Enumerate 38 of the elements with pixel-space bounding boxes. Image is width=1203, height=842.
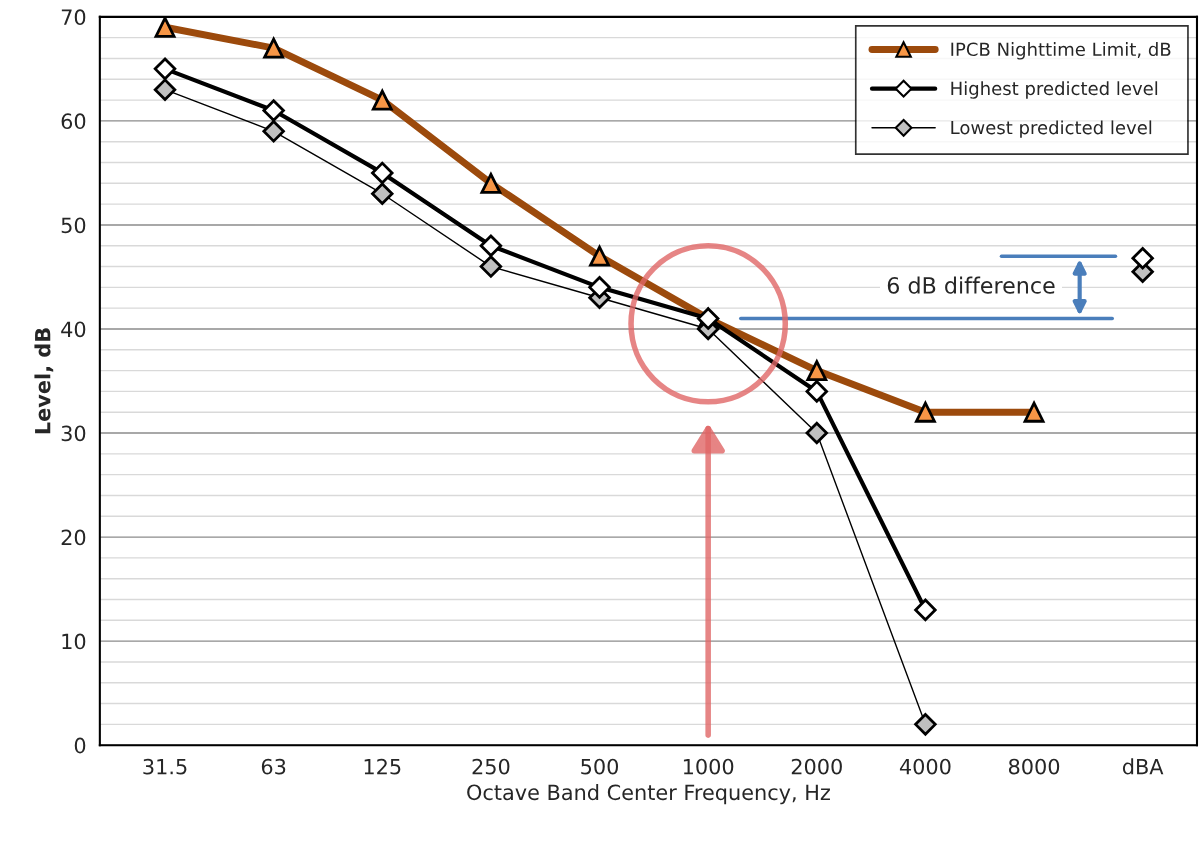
- x-tick-label: dBA: [1122, 758, 1164, 775]
- y-tick-label: 20: [61, 529, 86, 546]
- y-axis-title: Level, dB: [34, 328, 54, 434]
- annotation: 6 dB difference: [887, 276, 1055, 294]
- legend-label: Highest predicted level: [951, 81, 1158, 99]
- y-tick-label: 50: [61, 217, 86, 234]
- x-tick-label: 31.5: [143, 758, 187, 775]
- y-tick-label: 70: [61, 9, 86, 26]
- x-tick-label: 125: [364, 758, 401, 775]
- x-tick-label: 1000: [683, 758, 734, 775]
- point: [262, 99, 285, 122]
- y-tick-label: 40: [61, 321, 86, 338]
- point: [262, 120, 285, 143]
- y-tick-label: 30: [61, 425, 86, 442]
- point: [588, 276, 611, 299]
- point: [1131, 247, 1154, 270]
- legend-label: IPCB Nighttime Limit, dB: [951, 42, 1171, 60]
- point: [371, 161, 394, 185]
- x-axis-title: Octave Band Center Frequency, Hz: [467, 784, 830, 805]
- y-tick-label: 60: [61, 113, 86, 130]
- x-tick-label: 63: [261, 758, 286, 775]
- point: [914, 598, 937, 622]
- point: [153, 78, 177, 101]
- point: [805, 380, 828, 403]
- y-tick-label: 0: [74, 737, 86, 754]
- x-tick-label: 8000: [1008, 758, 1060, 775]
- x-tick-label: 500: [581, 758, 619, 775]
- point: [153, 57, 177, 81]
- y-tick-label: 10: [62, 633, 86, 650]
- point: [371, 182, 394, 205]
- x-tick-label: 250: [472, 758, 510, 775]
- x-tick-label: 4000: [899, 758, 951, 775]
- point: [479, 234, 503, 257]
- legend-label: Lowest predicted level: [951, 120, 1152, 138]
- point: [805, 421, 828, 445]
- point: [914, 713, 937, 736]
- point: [479, 255, 503, 278]
- x-tick-label: 2000: [791, 758, 842, 775]
